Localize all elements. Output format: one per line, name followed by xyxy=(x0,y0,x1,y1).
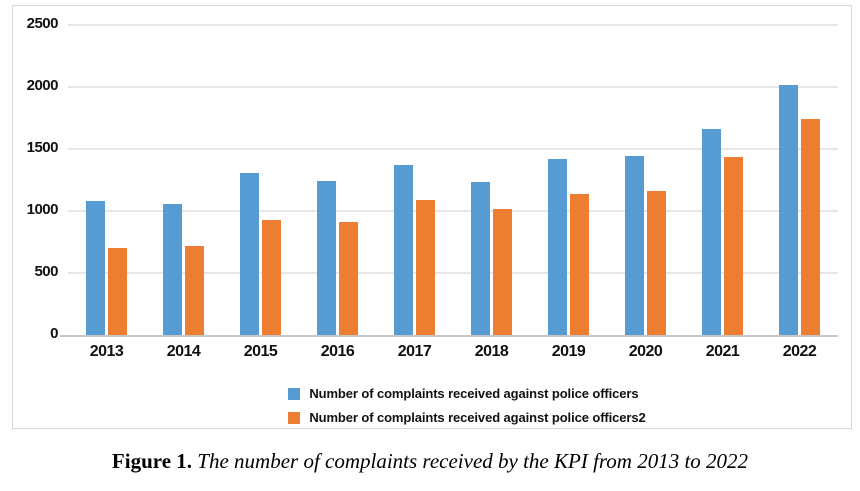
bar-2020-series1 xyxy=(625,155,644,335)
bar-groups xyxy=(68,25,838,335)
x-axis-labels: 2013 2014 2015 2016 2017 2018 2019 2020 2021 2022 xyxy=(68,343,838,361)
bar-2014-series1 xyxy=(163,204,182,335)
bar-2015-series2 xyxy=(262,220,281,335)
chart-frame: 0 500 1000 1500 2000 2500 2013 2014 2015 2016 201… xyxy=(12,5,852,429)
y-tick-label-500: 500 xyxy=(34,263,58,280)
x-tick-label-2016: 2016 xyxy=(320,343,355,360)
bar-group-2022 xyxy=(761,25,838,335)
caption-label: Figure 1. xyxy=(111,449,193,473)
legend-label: Number of complaints received against po… xyxy=(309,410,646,425)
figure-caption: Figure 1. The number of complaints recei… xyxy=(0,449,860,474)
bar-group-2014 xyxy=(145,25,222,335)
bar-group-2016 xyxy=(299,25,376,335)
legend-item-series2: Number of complaints received against po… xyxy=(288,410,646,425)
legend-rows: Number of complaints received against po… xyxy=(288,386,646,425)
bar-2021-series1 xyxy=(702,129,721,335)
y-tick-label-2500: 2500 xyxy=(26,15,59,32)
x-tick-label-2020: 2020 xyxy=(628,343,663,360)
legend-label: Number of complaints received against po… xyxy=(309,386,639,401)
y-tick-label-1000: 1000 xyxy=(26,201,59,218)
bar-group-2017 xyxy=(376,25,453,335)
bar-2017-series2 xyxy=(416,199,435,335)
bar-2022-series2 xyxy=(801,118,820,335)
gridline-1000 xyxy=(68,210,838,212)
chart-legend: Number of complaints received against po… xyxy=(68,386,838,425)
plot-area xyxy=(60,24,838,337)
y-tick-label-2000: 2000 xyxy=(26,77,59,94)
y-axis: 0 500 1000 1500 2000 2500 xyxy=(13,6,59,428)
legend-item-series1: Number of complaints received against po… xyxy=(288,386,645,401)
gridline-500 xyxy=(68,272,838,274)
gridline-2500 xyxy=(68,24,838,26)
bar-group-2013 xyxy=(68,25,145,335)
bar-group-2020 xyxy=(607,25,684,335)
x-tick-label-2021: 2021 xyxy=(705,343,740,360)
legend-swatch-icon xyxy=(288,387,301,400)
legend-swatch-icon xyxy=(288,411,301,424)
bar-2013-series2 xyxy=(108,247,127,335)
bar-2019-series2 xyxy=(570,193,589,335)
x-tick-label-2022: 2022 xyxy=(782,343,817,360)
bar-2022-series1 xyxy=(779,84,798,335)
x-tick-label-2019: 2019 xyxy=(551,343,586,360)
bar-group-2021 xyxy=(684,25,761,335)
x-axis-line xyxy=(60,335,838,337)
bar-2020-series2 xyxy=(647,191,666,335)
caption-text: The number of complaints received by the… xyxy=(197,449,749,473)
bar-2018-series2 xyxy=(493,209,512,335)
x-tick-label-2015: 2015 xyxy=(243,343,278,360)
bar-2016-series2 xyxy=(339,221,358,335)
x-tick-label-2014: 2014 xyxy=(166,343,201,360)
bar-group-2019 xyxy=(530,25,607,335)
y-tick-label-1500: 1500 xyxy=(26,139,59,156)
bar-group-2018 xyxy=(453,25,530,335)
x-tick-label-2013: 2013 xyxy=(89,343,124,360)
bar-2014-series2 xyxy=(185,246,204,335)
bar-2017-series1 xyxy=(394,165,413,335)
bar-group-2015 xyxy=(222,25,299,335)
gridline-1500 xyxy=(68,148,838,150)
bar-2016-series1 xyxy=(317,181,336,335)
bar-2015-series1 xyxy=(240,173,259,335)
y-tick-label-0: 0 xyxy=(50,325,58,342)
gridline-2000 xyxy=(68,86,838,88)
bar-2013-series1 xyxy=(86,201,105,335)
bar-2021-series2 xyxy=(724,157,743,335)
bar-2018-series1 xyxy=(471,181,490,335)
x-tick-label-2018: 2018 xyxy=(474,343,509,360)
bar-2019-series1 xyxy=(548,158,567,335)
x-tick-label-2017: 2017 xyxy=(397,343,432,360)
